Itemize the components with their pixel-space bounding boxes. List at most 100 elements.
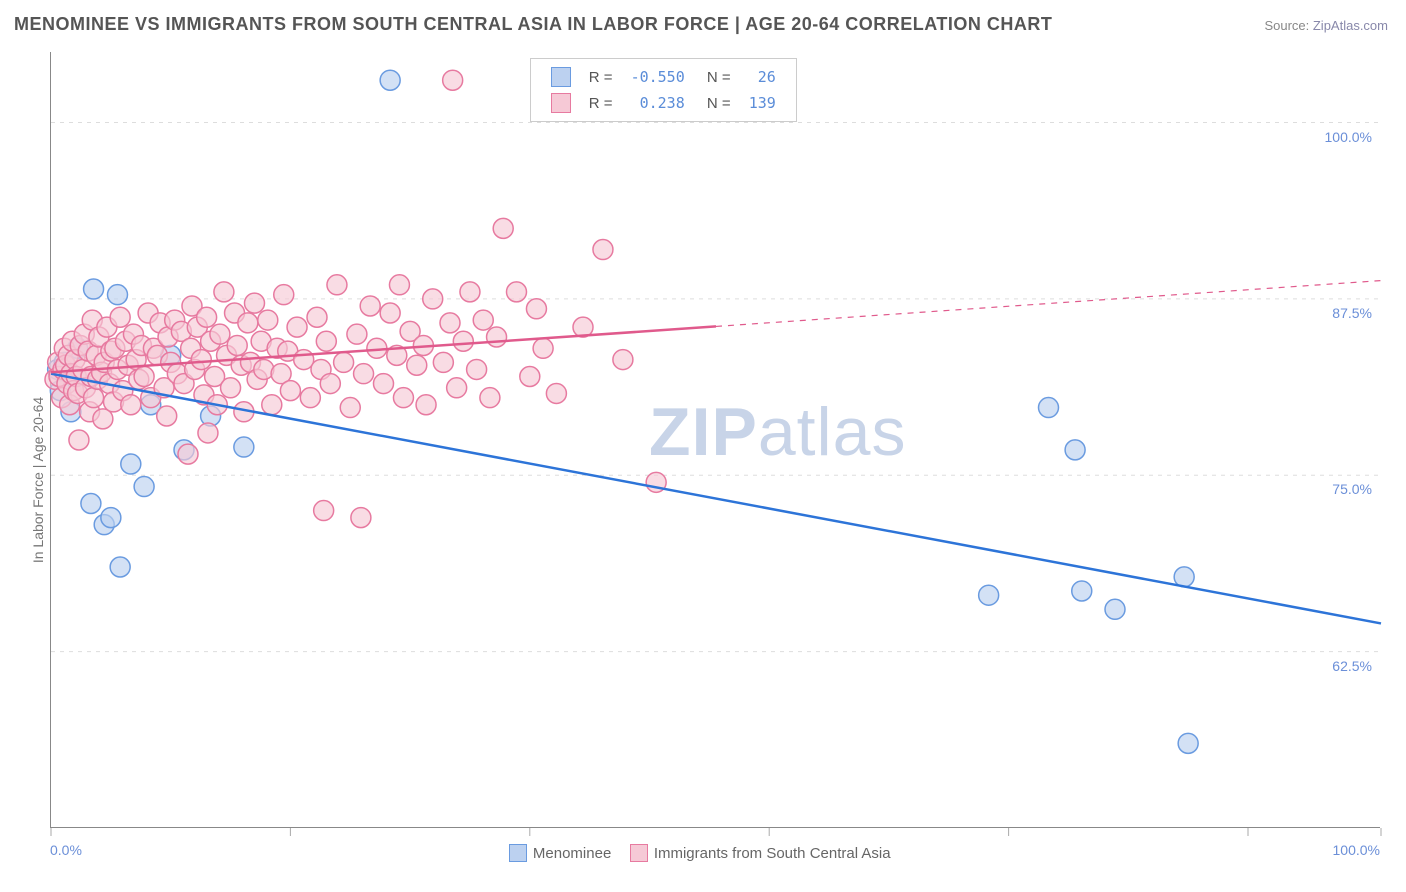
data-point [423,289,443,309]
data-point [241,352,261,372]
data-point [161,345,181,365]
data-point [280,381,300,401]
series-legend: Menominee Immigrants from South Central … [0,844,1406,862]
data-point [533,338,553,358]
data-point [214,282,234,302]
legend-n-label: N = [695,91,739,115]
data-point [141,388,161,408]
data-point [62,331,82,351]
legend-swatch [509,844,527,862]
data-point [54,352,74,372]
data-point [74,324,94,344]
legend-series-name: Immigrants from South Central Asia [654,845,891,862]
data-point [69,430,89,450]
data-point [93,409,113,429]
data-point [104,392,124,412]
data-point [393,388,413,408]
data-point [68,338,88,358]
data-point [234,402,254,422]
data-point [68,383,88,403]
watermark-bold: ZIP [649,394,758,470]
data-point [194,385,214,405]
correlation-legend: R =-0.550 N =26R =0.238 N =139 [530,58,797,122]
data-point [48,352,68,372]
data-point [100,374,120,394]
data-point [143,338,163,358]
data-point [1039,398,1059,418]
data-point [387,345,407,365]
data-point [141,395,161,415]
data-point [979,585,999,605]
data-point [573,317,593,337]
data-point [221,378,241,398]
legend-row: R =-0.550 N =26 [543,65,784,89]
data-point [520,367,540,387]
watermark-light: atlas [758,394,907,470]
data-point [49,367,69,387]
data-point [126,350,146,370]
data-point [78,341,98,361]
data-point [546,383,566,403]
data-point [53,359,73,379]
data-point [210,324,230,344]
y-tick-label: 100.0% [1325,129,1372,145]
data-point [480,388,500,408]
legend-r-value: -0.550 [623,65,693,89]
data-point [76,378,96,398]
data-point [134,477,154,497]
data-point [334,352,354,372]
data-point [316,331,336,351]
data-point [131,335,151,355]
data-point [327,275,347,295]
y-axis-label: In Labor Force | Age 20-64 [30,397,46,563]
data-point [360,296,380,316]
source-link[interactable]: ZipAtlas.com [1313,18,1388,33]
data-point [443,70,463,90]
data-point [201,331,221,351]
data-point [374,374,394,394]
legend-r-label: R = [581,91,621,115]
data-point [61,364,81,384]
data-point [413,335,433,355]
data-point [225,303,245,323]
data-point [247,369,267,389]
data-point [191,350,211,370]
data-point [110,557,130,577]
data-point [101,508,121,528]
data-point [66,367,86,387]
data-point [433,352,453,372]
data-point [185,359,205,379]
source-label: Source: [1264,18,1312,33]
data-point [60,395,80,415]
data-point [198,423,218,443]
data-point [138,303,158,323]
data-point [115,331,135,351]
data-point [440,313,460,333]
data-point [187,317,207,337]
data-point [182,296,202,316]
data-point [56,355,76,375]
chart-title: MENOMINEE VS IMMIGRANTS FROM SOUTH CENTR… [14,14,1052,35]
data-point [287,317,307,337]
data-point [101,341,121,361]
data-point [80,402,100,422]
data-point [416,395,436,415]
regression-line-extrapolated [716,281,1381,327]
data-point [73,359,93,379]
data-point [110,307,130,327]
data-point [1065,440,1085,460]
data-point [174,374,194,394]
data-point [88,369,108,389]
data-point [86,345,106,365]
data-point [231,355,251,375]
legend-n-label: N = [695,65,739,89]
data-point [238,313,258,333]
data-point [460,282,480,302]
data-point [1072,581,1092,601]
data-point [267,338,287,358]
data-point [61,402,81,422]
legend-row: R =0.238 N =139 [543,91,784,115]
data-point [453,331,473,351]
data-point [251,331,271,351]
data-point [354,364,374,384]
